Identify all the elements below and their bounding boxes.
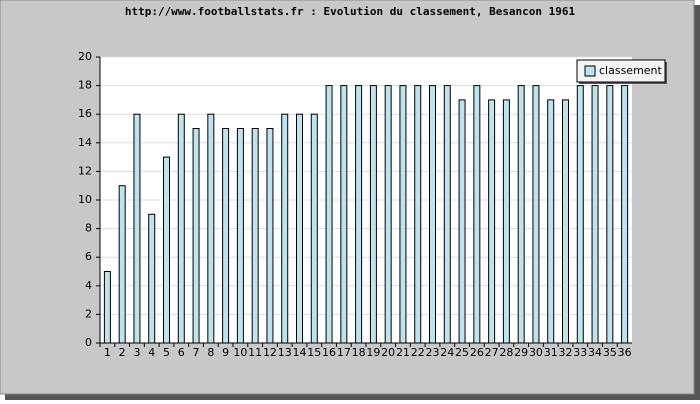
- x-tick-label: 29: [514, 346, 528, 359]
- bar: [325, 85, 333, 344]
- x-tick-label: 28: [499, 346, 513, 359]
- x-tick-label: 2: [119, 346, 126, 359]
- legend-label: classement: [599, 64, 663, 77]
- x-tick-label: 31: [544, 346, 558, 359]
- bar: [591, 85, 599, 344]
- bar: [458, 99, 466, 344]
- y-tick-label: 0: [85, 336, 92, 349]
- x-tick-label: 27: [485, 346, 499, 359]
- bar: [517, 85, 525, 344]
- x-tick-label: 4: [148, 346, 155, 359]
- bar: [399, 85, 407, 344]
- x-tick-label: 13: [278, 346, 292, 359]
- bar: [118, 185, 126, 344]
- x-tick-label: 17: [337, 346, 351, 359]
- x-tick-label: 33: [573, 346, 587, 359]
- x-tick-label: 35: [603, 346, 617, 359]
- y-tick-label: 12: [78, 164, 92, 177]
- x-tick-label: 16: [322, 346, 336, 359]
- bar: [621, 85, 629, 344]
- bar: [532, 85, 540, 344]
- bar: [473, 85, 481, 344]
- bar: [177, 113, 185, 344]
- x-tick-label: 34: [588, 346, 602, 359]
- x-tick-label: 22: [411, 346, 425, 359]
- x-tick-label: 3: [133, 346, 140, 359]
- bar: [103, 271, 111, 344]
- bar: [429, 85, 436, 344]
- y-tick-label: 2: [85, 307, 92, 320]
- x-tick-label: 6: [178, 346, 185, 359]
- legend: [576, 59, 666, 83]
- bar: [251, 128, 259, 344]
- bar: [281, 113, 289, 344]
- x-tick-label: 10: [233, 346, 247, 359]
- bar: [163, 156, 170, 344]
- y-tick-label: 16: [78, 107, 92, 120]
- y-tick-label: 14: [78, 136, 92, 149]
- x-tick-label: 8: [207, 346, 214, 359]
- x-tick-label: 21: [396, 346, 410, 359]
- x-tick-label: 25: [455, 346, 469, 359]
- y-tick-label: 6: [85, 250, 92, 263]
- bar: [369, 85, 377, 344]
- x-tick-label: 26: [470, 346, 484, 359]
- x-tick-label: 12: [263, 346, 277, 359]
- x-tick-label: 14: [293, 346, 307, 359]
- x-tick-label: 20: [381, 346, 395, 359]
- x-tick-label: 15: [307, 346, 321, 359]
- x-tick-label: 23: [426, 346, 440, 359]
- bar: [502, 99, 510, 344]
- x-tick-label: 24: [440, 346, 454, 359]
- bar: [222, 128, 230, 344]
- x-tick-label: 18: [352, 346, 366, 359]
- x-tick-label: 11: [248, 346, 262, 359]
- bar: [547, 99, 555, 344]
- bar: [562, 99, 569, 344]
- legend-swatch: [584, 65, 596, 77]
- bar: [296, 113, 303, 344]
- y-tick-label: 8: [85, 222, 92, 235]
- x-tick-label: 36: [618, 346, 632, 359]
- x-tick-label: 1: [104, 346, 111, 359]
- bar: [443, 85, 451, 344]
- bar: [207, 113, 215, 344]
- x-tick-label: 7: [193, 346, 200, 359]
- x-tick-label: 19: [366, 346, 380, 359]
- y-tick-label: 18: [78, 79, 92, 92]
- x-tick-label: 30: [529, 346, 543, 359]
- y-tick-label: 10: [78, 193, 92, 206]
- x-tick-label: 9: [222, 346, 229, 359]
- y-tick-label: 4: [85, 279, 92, 292]
- bar: [384, 85, 392, 344]
- bar: [310, 113, 318, 344]
- bar: [355, 85, 363, 344]
- x-tick-label: 32: [559, 346, 573, 359]
- bar: [340, 85, 348, 344]
- bar: [414, 85, 422, 344]
- bar: [133, 113, 141, 344]
- chart-title: http://www.footballstats.fr : Evolution …: [125, 5, 576, 18]
- bar: [236, 128, 244, 344]
- bar: [488, 99, 496, 344]
- bar: [148, 213, 156, 344]
- bar: [576, 85, 584, 344]
- bar: [266, 128, 274, 344]
- x-tick-label: 5: [163, 346, 170, 359]
- y-tick-label: 20: [78, 50, 92, 63]
- bar: [606, 85, 614, 344]
- bar: [192, 128, 200, 344]
